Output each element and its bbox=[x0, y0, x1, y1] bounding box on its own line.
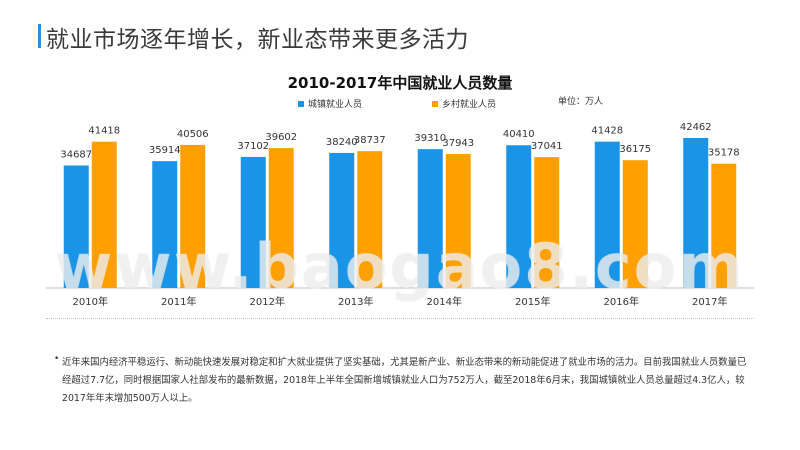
legend-item-urban: 城镇就业人员 bbox=[298, 97, 362, 110]
x-tick-label-5: 2015年 bbox=[515, 295, 550, 308]
data-label-urban-4: 39310 bbox=[414, 133, 446, 144]
data-label-rural-1: 40506 bbox=[177, 129, 209, 140]
bar-rural-5 bbox=[534, 157, 560, 288]
title-accent-bar bbox=[38, 24, 41, 48]
bar-rural-6 bbox=[622, 160, 648, 288]
bar-urban-3 bbox=[329, 152, 355, 288]
bar-rural-3 bbox=[357, 151, 383, 288]
x-tick-label-0: 2010年 bbox=[73, 295, 108, 308]
bar-rural-4 bbox=[445, 153, 471, 288]
data-label-urban-2: 37102 bbox=[237, 141, 269, 152]
bar-urban-2 bbox=[240, 156, 266, 288]
bar-rural-1 bbox=[180, 144, 206, 288]
legend-label-urban: 城镇就业人员 bbox=[308, 100, 363, 110]
bar-urban-5 bbox=[506, 145, 532, 288]
data-label-rural-5: 37041 bbox=[531, 141, 563, 152]
x-tick-label-6: 2016年 bbox=[604, 295, 639, 308]
data-label-rural-3: 38737 bbox=[354, 135, 386, 146]
x-tick-label-2: 2012年 bbox=[250, 295, 285, 308]
page-title: 就业市场逐年增长，新业态带来更多活力 bbox=[46, 27, 469, 53]
bar-urban-0 bbox=[63, 165, 89, 288]
x-tick-label-4: 2014年 bbox=[427, 295, 462, 308]
x-tick-label-1: 2011年 bbox=[161, 295, 196, 308]
bar-urban-6 bbox=[594, 141, 620, 288]
bar-rural-7 bbox=[711, 163, 737, 288]
chart-title: 2010-2017年中国就业人员数量 bbox=[287, 74, 513, 92]
legend-swatch-rural bbox=[432, 100, 438, 107]
data-label-urban-6: 41428 bbox=[591, 126, 623, 137]
x-tick-label-3: 2013年 bbox=[338, 295, 373, 308]
bar-urban-1 bbox=[152, 161, 178, 288]
bar-rural-2 bbox=[268, 148, 294, 288]
data-label-urban-3: 38240 bbox=[326, 137, 358, 148]
bar-urban-4 bbox=[417, 149, 443, 288]
chart-legend: 城镇就业人员 乡村就业人员 bbox=[0, 97, 800, 111]
data-label-urban-1: 35914 bbox=[149, 145, 181, 156]
data-label-rural-0: 41418 bbox=[88, 126, 120, 137]
note-bullet: • bbox=[54, 354, 60, 364]
data-label-urban-0: 34687 bbox=[60, 149, 92, 160]
data-label-urban-5: 40410 bbox=[503, 129, 535, 140]
data-label-rural-2: 39602 bbox=[265, 132, 297, 143]
unit-label: 单位：万人 bbox=[558, 97, 604, 107]
data-label-urban-7: 42462 bbox=[680, 122, 712, 133]
divider bbox=[46, 318, 754, 319]
bar-urban-7 bbox=[683, 138, 709, 288]
data-label-rural-6: 36175 bbox=[619, 144, 651, 155]
bar-rural-0 bbox=[91, 141, 117, 288]
note-paragraph: 近年来国内经济平稳运行、新动能快速发展对稳定和扩大就业提供了坚实基础，尤其是新产… bbox=[62, 357, 747, 404]
data-label-rural-4: 37943 bbox=[442, 138, 474, 149]
data-label-rural-7: 35178 bbox=[708, 148, 740, 159]
legend-item-rural: 乡村就业人员 bbox=[432, 97, 496, 110]
legend-label-rural: 乡村就业人员 bbox=[442, 100, 497, 110]
x-tick-label-7: 2017年 bbox=[692, 295, 727, 308]
legend-swatch-urban bbox=[298, 100, 304, 107]
